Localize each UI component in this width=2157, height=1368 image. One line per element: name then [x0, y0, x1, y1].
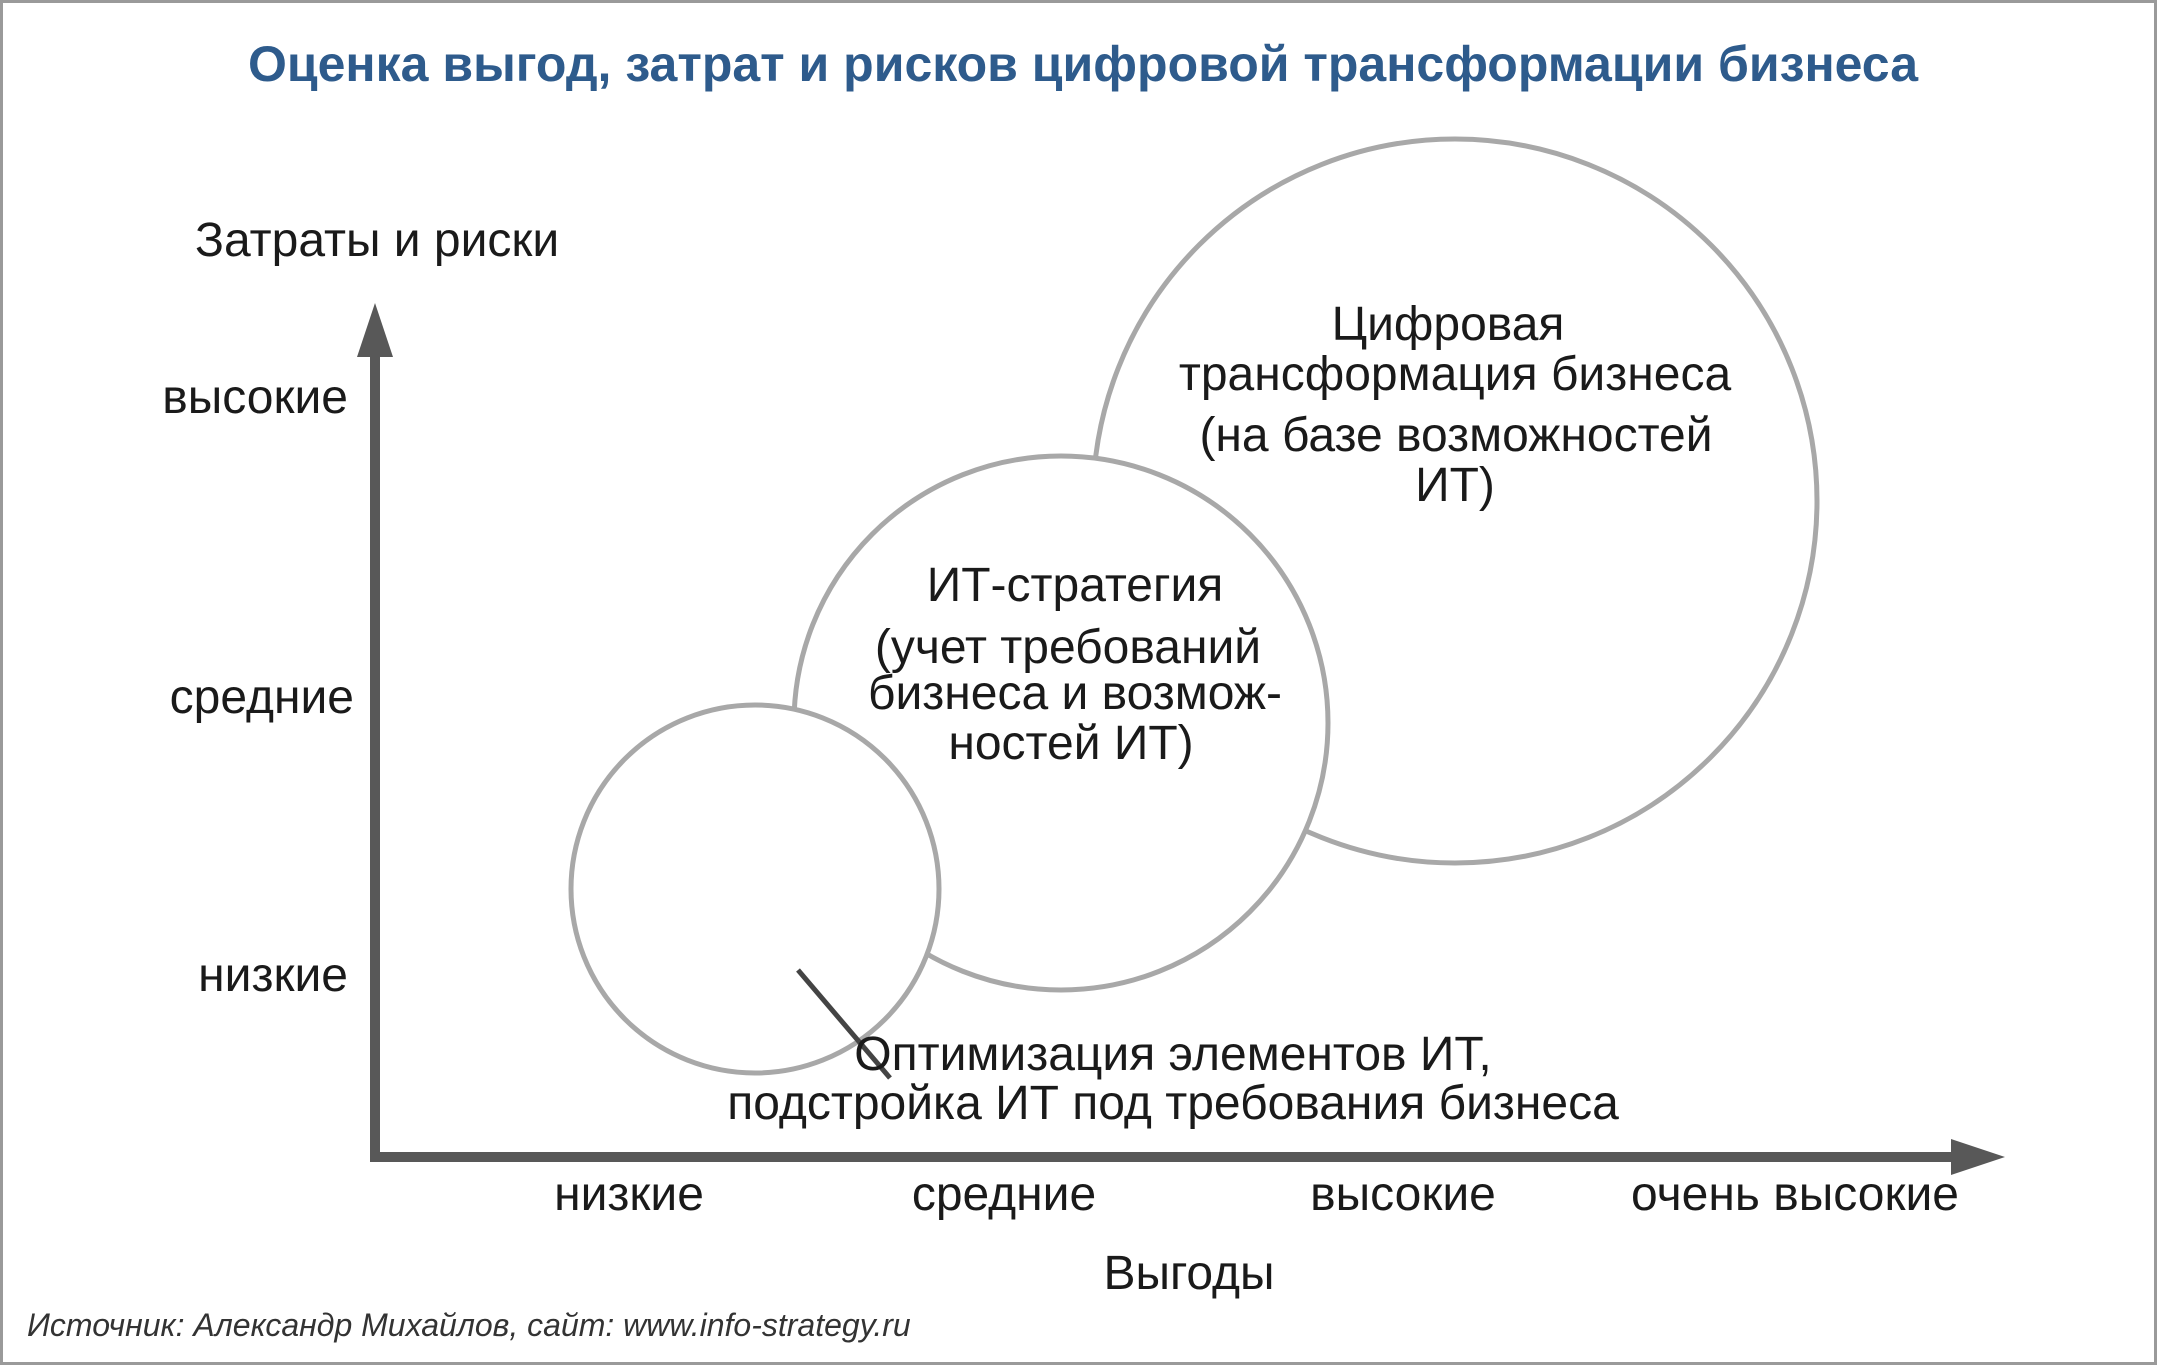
bubble-it-optimization-pointer	[796, 968, 892, 1080]
source-caption: Источник: Александр Михайлов, сайт: www.…	[27, 1307, 911, 1343]
x-axis-arrowhead	[1951, 1139, 2005, 1175]
y-axis-arrowhead	[357, 303, 393, 357]
bubble-it-optimization-line-2: подстройка ИТ под требования бизнеса	[727, 1077, 1619, 1130]
x-axis-tick-high: высокие	[1310, 1168, 1496, 1221]
bubble-it-strategy-line-4: ностей ИТ)	[948, 717, 1193, 770]
bubble-it-optimization: Оптимизация элементов ИТ, подстройка ИТ …	[568, 702, 1619, 1130]
bubble-digital-transformation-line-1: Цифровая	[1332, 298, 1565, 351]
x-axis-tick-medium: средние	[912, 1168, 1096, 1221]
x-axis-label: Выгоды	[1103, 1247, 1274, 1300]
x-axis: низкие средние высокие очень высокие Выг…	[370, 1139, 2005, 1300]
bubble-it-strategy-line-2: (учет требований	[875, 621, 1261, 674]
bubble-it-strategy-line-3: бизнеса и возмож-	[868, 667, 1282, 720]
y-axis: Затраты и риски высокие средние низкие	[162, 214, 559, 1157]
x-axis-tick-low: низкие	[554, 1168, 704, 1221]
x-axis-tick-very-high: очень высокие	[1631, 1168, 1959, 1221]
y-axis-tick-high: высокие	[162, 371, 348, 424]
bubble-it-optimization-line-1: Оптимизация элементов ИТ,	[854, 1028, 1491, 1081]
y-axis-label: Затраты и риски	[195, 214, 559, 267]
diagram-title: Оценка выгод, затрат и рисков цифровой т…	[248, 36, 1919, 92]
diagram-svg: Оценка выгод, затрат и рисков цифровой т…	[27, 36, 2005, 1343]
bubble-digital-transformation-line-2: трансформация бизнеса	[1179, 348, 1732, 401]
bubble-digital-transformation-line-4: ИТ)	[1415, 459, 1495, 512]
bubble-digital-transformation-line-3: (на базе возможностей	[1199, 409, 1712, 462]
y-axis-tick-medium: средние	[170, 671, 354, 724]
y-axis-tick-low: низкие	[198, 949, 348, 1002]
bubble-it-strategy-line-1: ИТ-стратегия	[927, 559, 1224, 612]
bubble-it-optimization-circle	[568, 702, 942, 1076]
